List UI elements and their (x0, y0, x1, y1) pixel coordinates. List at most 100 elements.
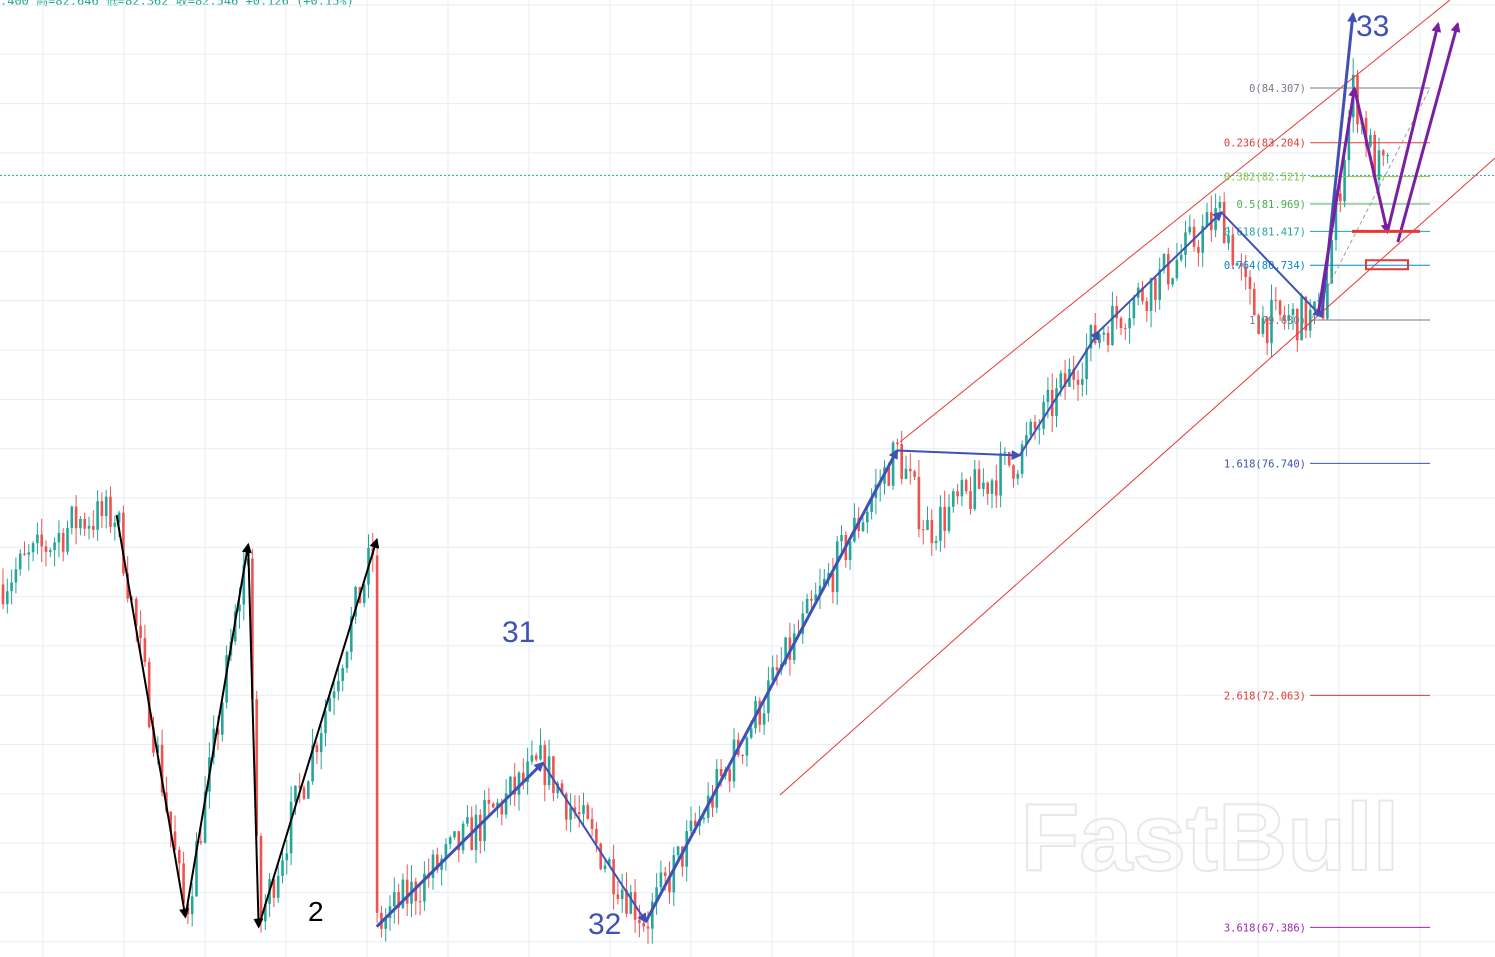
candle-body (1257, 315, 1260, 334)
candle-body (393, 892, 396, 907)
candle-body (53, 542, 56, 551)
candle-body (384, 918, 387, 929)
candle-body (775, 667, 779, 671)
candle-body (147, 662, 151, 728)
candle-body (27, 552, 31, 555)
candle-body (113, 522, 117, 527)
candle-body (1218, 202, 1222, 209)
fib-level-label: 1.618(76.740) (1224, 458, 1306, 470)
candle-body (1274, 299, 1278, 301)
candle-body (616, 894, 620, 900)
candle-body (861, 522, 865, 531)
candle-body (83, 518, 86, 529)
candle-body (10, 582, 13, 592)
candle-body (1248, 276, 1252, 289)
candle-body (70, 506, 74, 529)
candle-body (74, 506, 78, 529)
candle-body (87, 525, 91, 529)
candle-body (362, 584, 366, 604)
fastbull-watermark: FastBull (1021, 784, 1400, 891)
candle-body (689, 820, 693, 832)
candle-body (986, 482, 989, 494)
candle-body (31, 543, 35, 553)
wave-segment (115, 514, 189, 919)
candle-body (100, 501, 104, 517)
candle-body (896, 442, 899, 445)
candle-body (195, 841, 198, 897)
fib-level-label: 2.618(72.063) (1224, 690, 1306, 702)
candle-body (659, 872, 663, 888)
candle-body (745, 737, 749, 756)
candle-body (586, 805, 590, 819)
candle-body (44, 546, 48, 552)
candle-body (612, 859, 615, 895)
candle-body (1253, 288, 1256, 316)
candle-body (702, 817, 706, 820)
candle-body (805, 598, 809, 614)
candle-body (109, 496, 112, 527)
candle-body (1179, 254, 1183, 260)
fib-retracement[interactable]: 0(84.307) 0.236(83.204) 0.382(82.521) 0.5(8… (1224, 83, 1431, 934)
candle-body (1192, 226, 1196, 247)
candle-body (289, 801, 293, 854)
channel-lower-line (779, 157, 1495, 796)
candle-body (302, 787, 306, 799)
candle-body (1119, 318, 1123, 329)
wave-segment (247, 544, 264, 929)
candle-body (1231, 235, 1235, 266)
candle-body (823, 578, 826, 586)
candle-body (1382, 150, 1385, 156)
candle-body (96, 501, 99, 530)
candle-body (934, 540, 938, 544)
candle-body (264, 903, 267, 922)
fib-level-label: 0.382(82.521) (1224, 172, 1306, 184)
candle-body (732, 739, 736, 782)
candle-body (1201, 226, 1204, 253)
candle-body (1033, 421, 1037, 430)
wave-segment (1385, 21, 1442, 233)
candle-body (1081, 379, 1084, 385)
candle-body (917, 476, 921, 530)
candle-body (711, 795, 714, 808)
candle-body (1063, 373, 1067, 387)
wave-segment (896, 449, 1022, 461)
candle-body (904, 468, 908, 479)
candle-body (1240, 263, 1243, 267)
candle-body (952, 491, 955, 507)
candle-body (539, 745, 542, 760)
candle-body (767, 680, 770, 714)
candle-body (625, 889, 628, 914)
candle-body (1141, 287, 1144, 302)
candle-body (1132, 297, 1136, 319)
candle-body (646, 926, 650, 929)
candle-body (504, 793, 508, 815)
candle-body (182, 863, 185, 904)
candle-body (990, 480, 994, 494)
wave-segment (1353, 88, 1391, 235)
candle-body (810, 598, 813, 601)
candle-body (1029, 421, 1032, 436)
candle-body (1102, 332, 1106, 335)
candle-body (156, 744, 160, 753)
candle-body (891, 442, 895, 486)
candle-body (943, 506, 946, 531)
candle-body (509, 776, 512, 794)
candle-body (242, 564, 246, 605)
trend-channel (779, 0, 1495, 796)
fib-level-label: 0.764(80.734) (1224, 260, 1306, 272)
candle-body (354, 586, 357, 617)
candle-body (1261, 317, 1265, 334)
candle-body (57, 532, 61, 543)
candle-body (801, 613, 805, 634)
candle-body (866, 512, 869, 523)
candle-body (139, 625, 142, 638)
candle-body (1326, 283, 1329, 319)
candle-body (66, 528, 69, 552)
candle-body (814, 594, 817, 601)
candle-body (1098, 334, 1101, 344)
candle-body (345, 651, 349, 669)
candle-body (14, 569, 18, 583)
candle-body (126, 573, 129, 599)
candle-body (603, 865, 607, 870)
